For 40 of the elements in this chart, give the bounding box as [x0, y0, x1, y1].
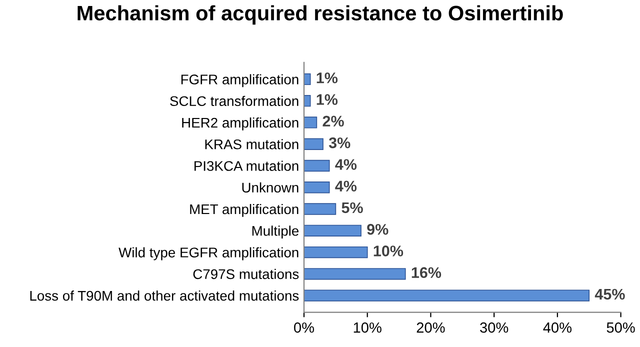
- data-label: 4%: [335, 180, 357, 192]
- y-tick-label: SCLC transformation: [170, 96, 298, 106]
- y-tick-label: Loss of T90M and other activated mutations: [30, 290, 299, 301]
- x-tick-label: 10%: [354, 322, 382, 333]
- bar: [304, 160, 330, 172]
- y-tick-label: PI3KCA mutation: [194, 160, 298, 171]
- x-tick-label: 50%: [606, 322, 635, 333]
- bar: [304, 138, 324, 150]
- data-label: 10%: [374, 246, 404, 256]
- y-tick-label: Unknown: [242, 182, 298, 193]
- bar: [304, 290, 590, 302]
- data-label: 5%: [342, 202, 363, 214]
- bar: [304, 116, 318, 128]
- data-label: 1%: [316, 94, 338, 105]
- x-tick-label: 20%: [416, 322, 445, 333]
- bar: [304, 224, 362, 236]
- bar: [304, 95, 311, 107]
- x-tick-label: 30%: [480, 322, 508, 333]
- y-tick-label: Wild type EGFR amplification: [118, 247, 298, 260]
- y-tick-label: KRAS mutation: [205, 139, 298, 150]
- y-tick-label: Multiple: [252, 226, 299, 239]
- x-tick-label: 40%: [543, 322, 572, 333]
- x-tick-label: 0%: [294, 322, 314, 333]
- bar: [304, 73, 311, 86]
- data-label: 9%: [367, 224, 388, 235]
- bar: [304, 182, 330, 194]
- bar: [304, 268, 406, 280]
- data-label: 45%: [594, 288, 625, 300]
- data-label: 1%: [316, 72, 338, 84]
- bar: [304, 246, 368, 258]
- y-tick-label: HER2 amplification: [182, 117, 298, 130]
- bar: [304, 203, 336, 215]
- chart-title: Mechanism of acquired resistance to Osimertinib: [78, 5, 563, 25]
- y-tick-label: C797S mutations: [193, 268, 299, 280]
- y-tick-label: FGFR amplification: [181, 74, 298, 88]
- data-label: 4%: [335, 159, 357, 170]
- data-label: 3%: [328, 137, 350, 148]
- data-label: 16%: [412, 267, 442, 278]
- y-tick-label: MET amplification: [190, 204, 298, 217]
- data-label: 2%: [322, 116, 344, 127]
